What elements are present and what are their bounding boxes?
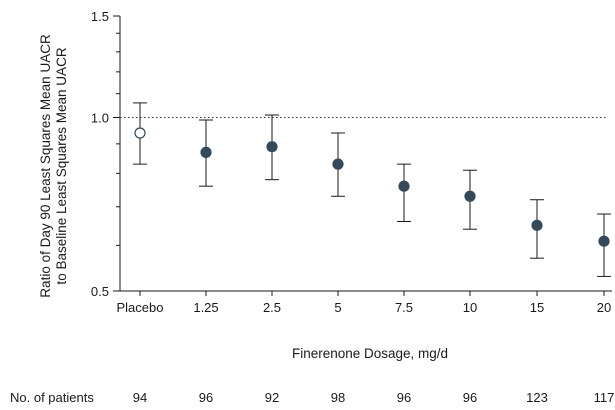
x-tick-label: 15 xyxy=(530,300,544,315)
data-point xyxy=(464,190,476,202)
data-point-group xyxy=(397,163,411,223)
x-tick-label: 2.5 xyxy=(263,300,281,315)
x-tick-label: Placebo xyxy=(117,300,164,315)
patient-count: 96 xyxy=(397,390,411,405)
axes: 0.5 1.0 1.5 xyxy=(91,9,612,299)
y-axis-label-line-2: to Baseline Least Squares Mean UACR xyxy=(54,47,69,284)
data-point-group xyxy=(530,199,544,259)
data-point xyxy=(398,180,410,192)
data-point-group xyxy=(133,102,147,165)
data-point xyxy=(200,146,212,158)
x-tick-label: 1.25 xyxy=(193,300,218,315)
y-tick-label: 1.5 xyxy=(91,9,109,24)
data-point-group xyxy=(463,169,477,230)
y-tick-label: 1.0 xyxy=(91,110,109,125)
x-tick-label: 20 xyxy=(597,300,611,315)
patient-count: 96 xyxy=(463,390,477,405)
y-axis-label: Ratio of Day 90 Least Squares Mean UACR … xyxy=(38,34,69,298)
data-point-group xyxy=(199,119,213,187)
patient-counts-row: No. of patients 94 96 92 98 96 96 123 117 xyxy=(10,390,614,405)
patient-count: 94 xyxy=(133,390,147,405)
x-tick-label: 7.5 xyxy=(395,300,413,315)
data-point-group xyxy=(265,114,279,181)
x-tick-label: 10 xyxy=(463,300,477,315)
data-series xyxy=(133,102,611,277)
patient-count: 92 xyxy=(265,390,279,405)
patient-count: 123 xyxy=(526,390,548,405)
patient-count: 98 xyxy=(331,390,345,405)
y-axis-label-line-1: Ratio of Day 90 Least Squares Mean UACR xyxy=(38,34,53,298)
patient-count: 96 xyxy=(199,390,213,405)
data-point xyxy=(134,127,146,139)
data-point xyxy=(598,235,610,247)
patient-count: 117 xyxy=(594,390,615,405)
data-point xyxy=(531,219,543,231)
y-tick-label: 0.5 xyxy=(91,284,109,299)
x-axis-label: Finerenone Dosage, mg/d xyxy=(292,346,448,361)
x-tick-labels: Placebo 1.25 2.5 5 7.5 10 15 20 xyxy=(117,300,612,315)
data-point-group xyxy=(331,132,345,197)
data-point xyxy=(332,158,344,170)
patients-row-label: No. of patients xyxy=(10,390,94,405)
data-point-group xyxy=(597,213,611,277)
x-tick-label: 5 xyxy=(334,300,341,315)
data-point xyxy=(266,141,278,153)
